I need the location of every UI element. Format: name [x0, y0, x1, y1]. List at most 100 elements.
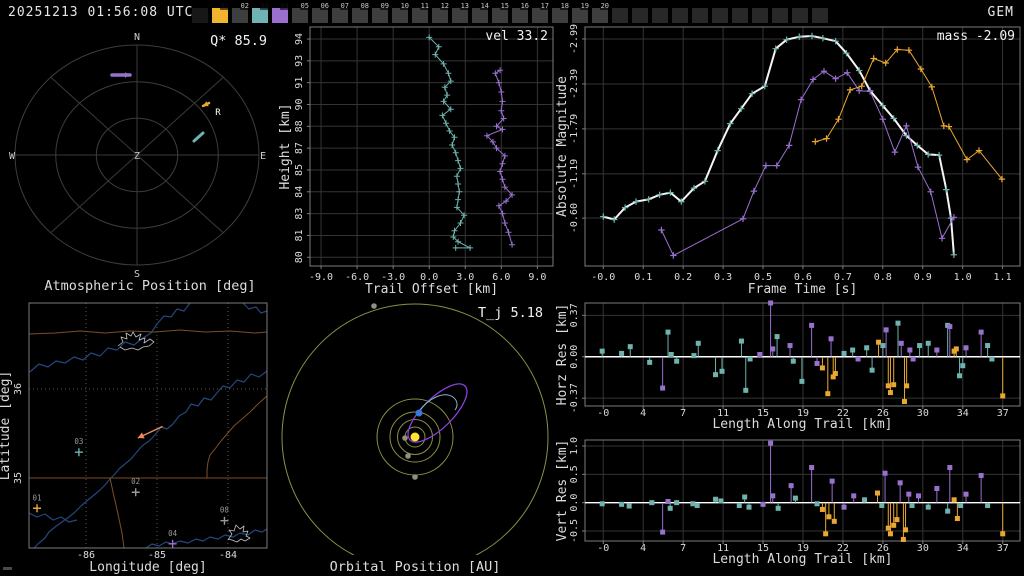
fragment-indicator-19[interactable]: 19	[572, 2, 590, 23]
residual-point-teal	[925, 340, 931, 346]
map-city-area	[227, 524, 251, 543]
fragment-indicator-01[interactable]: 01	[212, 2, 230, 23]
fragment-indicator-12[interactable]: 12	[432, 2, 450, 23]
map-river	[28, 302, 191, 373]
panel-ground-track-map: -86 -85 -84 36 35 01 02 03 04 08 Longitude [deg] La…	[0, 302, 268, 575]
fragment-indicator-04[interactable]: 04	[272, 2, 290, 23]
tisserand-annotation: T_j 5.18	[478, 305, 543, 321]
residual-point-teal	[743, 387, 749, 393]
meteor-track-teal	[192, 131, 205, 143]
fragment-indicator-13[interactable]: 13	[452, 2, 470, 23]
plot-frame	[584, 302, 1021, 407]
x-tick-label: -9.0	[309, 272, 333, 283]
panel-trail-offset: -9.0 -6.0 -3.0 0.0 3.0 6.0 9.0 80 81 83 84 85 87 88 90…	[278, 26, 554, 297]
fragment-indicator-06[interactable]: 06	[312, 2, 330, 23]
fragment-indicator-blank-30[interactable]	[792, 8, 808, 23]
residual-point-purple	[934, 347, 940, 353]
fragment-indicator-blank-31[interactable]	[812, 8, 828, 23]
series-line-combined	[603, 35, 955, 255]
fragment-indicator-blank-0[interactable]	[192, 8, 208, 23]
residual-point-purple	[978, 472, 984, 478]
fragment-indicator-blank-26[interactable]	[712, 8, 728, 23]
residual-point-purple	[768, 300, 774, 306]
residual-point-teal	[895, 320, 901, 326]
fragment-indicator-09[interactable]: 09	[372, 2, 390, 23]
fragment-indicator-07[interactable]: 07	[332, 2, 350, 23]
fragment-indicator-18[interactable]: 18	[552, 2, 570, 23]
x-tick-label: 1.0	[954, 272, 972, 283]
residual-point-yellow	[904, 383, 910, 389]
residual-point-teal	[869, 367, 875, 373]
fragment-indicator-blank-22[interactable]	[632, 8, 648, 23]
y-tick-label: 83	[294, 208, 305, 220]
residual-point-teal	[713, 372, 719, 378]
residual-point-purple	[963, 491, 969, 497]
residual-point-yellow	[900, 536, 906, 542]
residual-point-teal	[957, 373, 963, 379]
residual-point-teal	[667, 505, 673, 511]
map-river	[242, 302, 268, 314]
fragment-indicator-20[interactable]: 20	[592, 2, 610, 23]
y-tick-label: 84	[294, 186, 305, 198]
y-tick-label: 0.0	[569, 494, 580, 512]
residual-point-yellow	[953, 346, 959, 352]
y-tick-label: 90	[294, 98, 305, 110]
residual-point-purple	[910, 356, 916, 362]
ground-trajectory-arrowhead	[137, 432, 145, 439]
fragment-label: 15	[499, 2, 510, 10]
shower-code: GEM	[987, 5, 1014, 20]
fragment-indicator-05[interactable]: 05	[292, 2, 310, 23]
residual-point-teal	[850, 347, 856, 353]
fragment-indicator-02[interactable]: 02	[232, 2, 250, 23]
residual-point-teal	[989, 356, 995, 362]
fragment-indicator-03[interactable]: 03	[252, 2, 270, 23]
residual-point-purple	[883, 327, 889, 333]
fragment-label: 17	[539, 2, 550, 10]
fragment-indicator-blank-24[interactable]	[672, 8, 688, 23]
fragment-indicator-blank-29[interactable]	[772, 8, 788, 23]
x-tick-label: 22	[837, 543, 849, 554]
fragment-indicator-17[interactable]: 17	[532, 2, 550, 23]
fragment-indicator-blank-27[interactable]	[732, 8, 748, 23]
x-tick-label: 11	[717, 408, 729, 419]
fragment-indicator-blank-25[interactable]	[692, 8, 708, 23]
panel-light-curve: -0.0 0.1 0.2 0.3 0.5 0.6 0.7 0.8 0.9 1.0 1.1 -2.99 -…	[555, 24, 1021, 297]
series-markers-station-2	[658, 68, 958, 259]
map-river	[33, 370, 268, 549]
y-tick-label: -0.60	[569, 203, 580, 233]
residual-point-yellow	[876, 339, 882, 345]
fragment-indicator-14[interactable]: 14	[472, 2, 490, 23]
fragment-indicator-11[interactable]: 11	[412, 2, 430, 23]
series-markers-station-1	[812, 46, 1006, 183]
fragment-label: 02	[239, 2, 250, 10]
x-tick-label: 30	[917, 408, 929, 419]
residual-point-purple	[788, 483, 794, 489]
y-tick-label: 94	[294, 33, 305, 45]
station-label-02: 02	[131, 477, 140, 486]
fragment-indicator-08[interactable]: 08	[352, 2, 370, 23]
residual-point-teal	[649, 500, 655, 506]
compass-east: E	[260, 151, 266, 162]
map-border	[109, 477, 125, 549]
fragment-indicator-blank-21[interactable]	[612, 8, 628, 23]
y-tick-label: -2.99	[569, 24, 580, 54]
x-tick-label: 34	[957, 408, 969, 419]
planet-dot	[405, 453, 411, 459]
residual-point-teal	[647, 359, 653, 365]
series-markers-combined	[600, 32, 958, 258]
fragment-indicator-10[interactable]: 10	[392, 2, 410, 23]
residual-point-purple	[907, 347, 913, 353]
fragment-indicator-blank-28[interactable]	[752, 8, 768, 23]
residual-point-yellow	[1000, 393, 1006, 399]
fragment-indicator-blank-23[interactable]	[652, 8, 668, 23]
y-tick-label: 0.37	[569, 303, 580, 327]
x-tick-label: -6.0	[345, 272, 369, 283]
residual-point-purple	[947, 324, 953, 330]
residual-point-purple	[855, 356, 861, 362]
residual-point-teal	[619, 501, 625, 507]
fragment-indicator-16[interactable]: 16	[512, 2, 530, 23]
fragment-indicator-15[interactable]: 15	[492, 2, 510, 23]
x-tick-label: 0.0	[420, 272, 438, 283]
residual-point-teal	[599, 348, 605, 354]
